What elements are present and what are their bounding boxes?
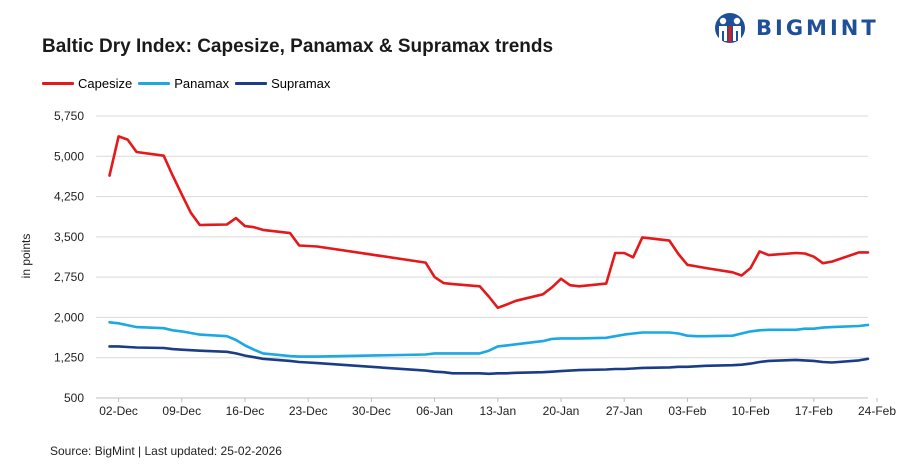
x-tick-label: 20-Jan	[543, 404, 580, 418]
y-tick-label: 2,750	[54, 270, 84, 284]
y-tick-label: 3,500	[54, 230, 84, 244]
legend-swatch-supramax	[235, 82, 268, 85]
x-tick-label: 30-Dec	[352, 404, 391, 418]
y-axis-label: in points	[19, 234, 33, 279]
y-tick-label: 500	[64, 391, 84, 405]
series-line-supramax	[108, 345, 870, 376]
x-tick-label: 27-Jan	[606, 404, 643, 418]
series-line-capesize	[108, 135, 870, 310]
y-tick-label: 4,250	[54, 190, 84, 204]
source-note: Source: BigMint | Last updated: 25-02-20…	[50, 444, 282, 458]
brand-name: BIGMINT	[756, 16, 879, 40]
legend-swatch-panamax	[138, 82, 171, 85]
y-tick-label: 5,000	[54, 149, 84, 163]
x-tick-label: 02-Dec	[99, 404, 138, 418]
y-tick-label: 1,250	[54, 351, 84, 365]
series-lines	[108, 135, 870, 376]
x-tick-label: 23-Dec	[289, 404, 328, 418]
bigmint-logo-icon	[715, 13, 745, 43]
y-tick-label: 2,000	[54, 310, 84, 324]
gridlines	[96, 115, 868, 359]
legend: Capesize Panamax Supramax	[42, 76, 336, 91]
legend-label-panamax: Panamax	[174, 76, 230, 91]
chart-title: Baltic Dry Index: Capesize, Panamax & Su…	[42, 36, 554, 57]
x-tick-label: 10-Feb	[732, 404, 770, 418]
legend-item-supramax: Supramax	[235, 76, 330, 91]
x-axis: 02-Dec 09-Dec 16-Dec 23-Dec 30-Dec 06-Jan 13-J…	[96, 397, 896, 418]
x-tick-label: 06-Jan	[416, 404, 453, 418]
legend-label-capesize: Capesize	[78, 76, 133, 91]
y-axis: 500 1,250 2,000 2,750 3,500 4,250 5,000 5,750	[54, 109, 84, 405]
x-tick-label: 09-Dec	[162, 404, 201, 418]
x-tick-label: 13-Jan	[479, 404, 516, 418]
legend-item-capesize: Capesize	[42, 76, 132, 91]
x-tick-label: 17-Feb	[795, 404, 833, 418]
x-tick-label: 24-Feb	[858, 404, 896, 418]
brand-logo: BIGMINT	[710, 12, 879, 44]
x-tick-label: 03-Feb	[668, 404, 706, 418]
legend-swatch-capesize	[42, 82, 74, 85]
x-tick-label: 16-Dec	[226, 404, 265, 418]
legend-item-panamax: Panamax	[138, 76, 229, 91]
legend-label-supramax: Supramax	[271, 76, 331, 91]
y-tick-label: 5,750	[54, 109, 84, 123]
series-line-panamax	[108, 320, 870, 358]
